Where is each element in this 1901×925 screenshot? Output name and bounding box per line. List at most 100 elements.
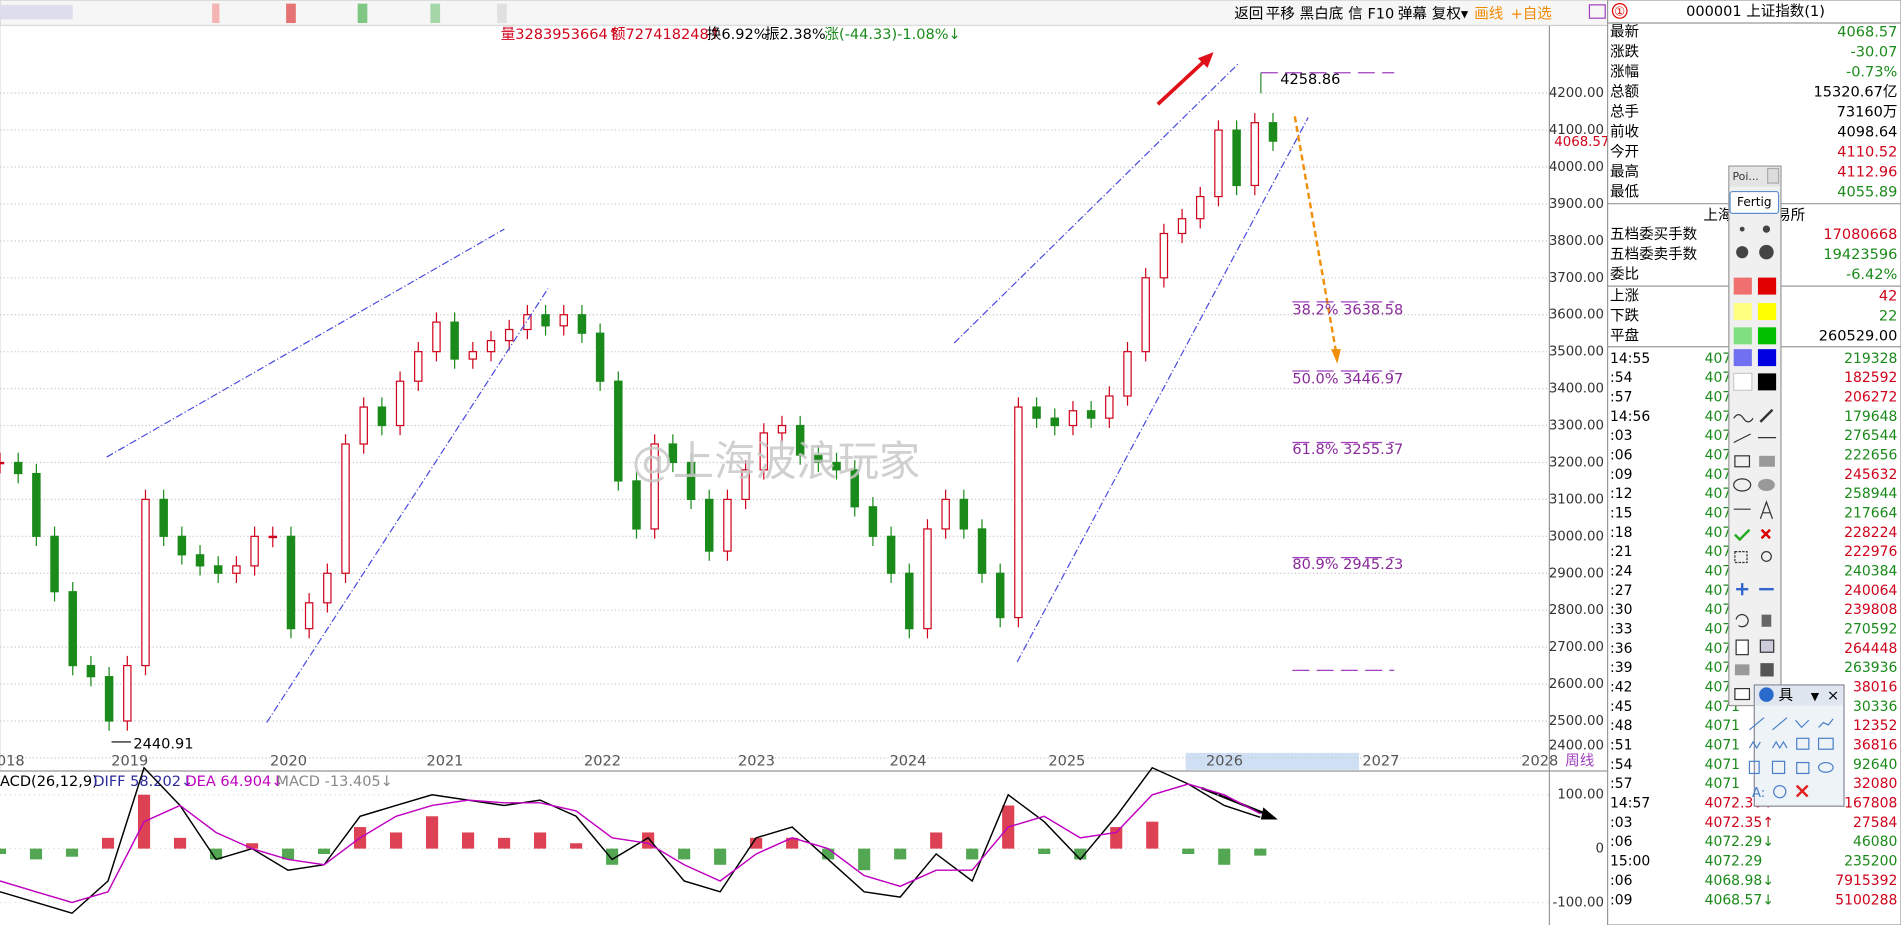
y-tick-label: 3800.00	[1549, 234, 1604, 249]
toolbar-button[interactable]: 画线	[1474, 6, 1503, 23]
candle-body	[1232, 129, 1241, 187]
candle-body	[686, 461, 696, 501]
tick-price: 407	[1705, 525, 1732, 541]
y-tick-label: 4100.00	[1549, 123, 1604, 138]
top-bar	[0, 0, 1609, 27]
badge: ①	[1614, 5, 1625, 19]
close-button[interactable]	[1767, 167, 1780, 184]
tick-time: :36	[1610, 641, 1632, 657]
tick-price: 4072.35↑	[1705, 815, 1774, 831]
macd-bar	[498, 837, 511, 849]
tick-time: :06	[1610, 448, 1632, 464]
quote-value: 42	[1879, 288, 1898, 304]
tick-price: 407	[1705, 409, 1732, 425]
macd-bar	[1074, 848, 1087, 860]
candle-body	[1032, 406, 1041, 419]
macd-bar	[786, 837, 799, 849]
candle-body	[1196, 195, 1205, 220]
toolbar-button[interactable]: 弹幕	[1398, 6, 1428, 23]
y-tick-label: 2900.00	[1549, 566, 1604, 581]
tick-volume: 263936	[1844, 660, 1897, 676]
candle-body	[195, 554, 205, 567]
candle-body	[1068, 410, 1078, 427]
tick-time: :06	[1610, 834, 1632, 850]
low-label: 2440.91	[133, 736, 193, 752]
quote-value: -6.42%	[1846, 267, 1897, 283]
quote-label: 总手	[1610, 104, 1639, 121]
toolbar-button[interactable]: F10	[1367, 7, 1394, 23]
tick-price: 4068.57↓	[1705, 892, 1774, 908]
candle-body	[795, 424, 805, 456]
toolbar-button[interactable]: 信	[1348, 6, 1363, 23]
tick-time: :09	[1610, 892, 1632, 908]
tick-time: :51	[1610, 738, 1632, 754]
macd-bar	[390, 832, 403, 849]
tick-volume: 36816	[1853, 738, 1897, 754]
tick-time: :12	[1610, 486, 1632, 502]
tick-volume: 12352	[1853, 718, 1897, 734]
toolbar: 返回 平移 黑白底信 F10 弹幕 复权▾ 画线 +自选	[1234, 5, 1552, 23]
x-tick-label: 2024	[890, 753, 927, 769]
candle-body	[1123, 351, 1132, 397]
macd-bar	[209, 848, 223, 860]
badge-circle	[1611, 3, 1628, 19]
macd-bar	[426, 816, 439, 849]
macd-tick-label: -100.00	[1553, 896, 1604, 911]
tick-time: :06	[1610, 873, 1632, 889]
macd-bar	[678, 848, 691, 860]
candle-body	[995, 572, 1005, 619]
quote-value: 22	[1879, 308, 1898, 324]
candle-body	[868, 506, 878, 537]
top-bar-stripes	[0, 3, 507, 24]
macd-bar	[930, 832, 943, 849]
candle-body	[723, 498, 732, 552]
window-box	[1588, 4, 1606, 19]
tick-price: 407	[1705, 622, 1732, 638]
toolbar-button[interactable]: 复权▾	[1432, 5, 1469, 23]
tick-volume: 276544	[1844, 428, 1897, 444]
candle-body	[377, 406, 387, 427]
candle-body	[286, 535, 296, 630]
candle-body	[0, 461, 5, 465]
toolbar-button[interactable]: +自选	[1511, 6, 1553, 23]
macd-bar	[173, 837, 187, 849]
tick-volume: 222976	[1844, 544, 1897, 560]
toolbar-button[interactable]: 返回	[1234, 6, 1263, 23]
toolbar-button[interactable]: 黑白底	[1300, 6, 1344, 23]
tick-volume: 228224	[1844, 525, 1897, 541]
quote-label: 委比	[1610, 266, 1639, 283]
x-tick-label: 2027	[1362, 753, 1399, 769]
candle-body	[32, 472, 41, 537]
tick-price: 407	[1705, 564, 1732, 580]
candle-body	[159, 498, 168, 537]
candles	[0, 112, 1278, 731]
candle-body	[523, 314, 532, 331]
float-title: Poi...	[1732, 170, 1758, 183]
quote-label: 最新	[1610, 24, 1639, 41]
candle-body	[395, 380, 405, 427]
y-tick-label: 3600.00	[1549, 308, 1604, 323]
tick-time: 15:00	[1610, 854, 1650, 870]
quote-label: 最低	[1610, 184, 1640, 201]
high-label: 4258.86	[1280, 72, 1340, 88]
fertig-button[interactable]	[1729, 190, 1780, 214]
candle-body	[886, 535, 896, 574]
tool-panel-close[interactable]: ×	[1827, 688, 1839, 704]
y-tick-label: 3300.00	[1549, 419, 1604, 434]
macd-bar	[1218, 848, 1231, 865]
macd-bar	[1038, 848, 1051, 855]
tick-volume: 7915392	[1835, 873, 1897, 889]
macd-bar	[318, 848, 331, 855]
candle-body	[814, 454, 823, 464]
tick-time: :30	[1610, 602, 1632, 618]
candle-body	[905, 572, 914, 630]
candle-body	[232, 565, 241, 574]
candle-body	[1050, 417, 1060, 427]
candle-body	[923, 528, 932, 630]
y-tick-label: 3700.00	[1549, 271, 1604, 286]
toolbar-button[interactable]: 平移	[1266, 6, 1295, 23]
tool-panel: 具 ▼ × A:	[1748, 684, 1845, 807]
macd-bar	[714, 848, 727, 865]
y-tick-label: 2700.00	[1549, 640, 1604, 655]
